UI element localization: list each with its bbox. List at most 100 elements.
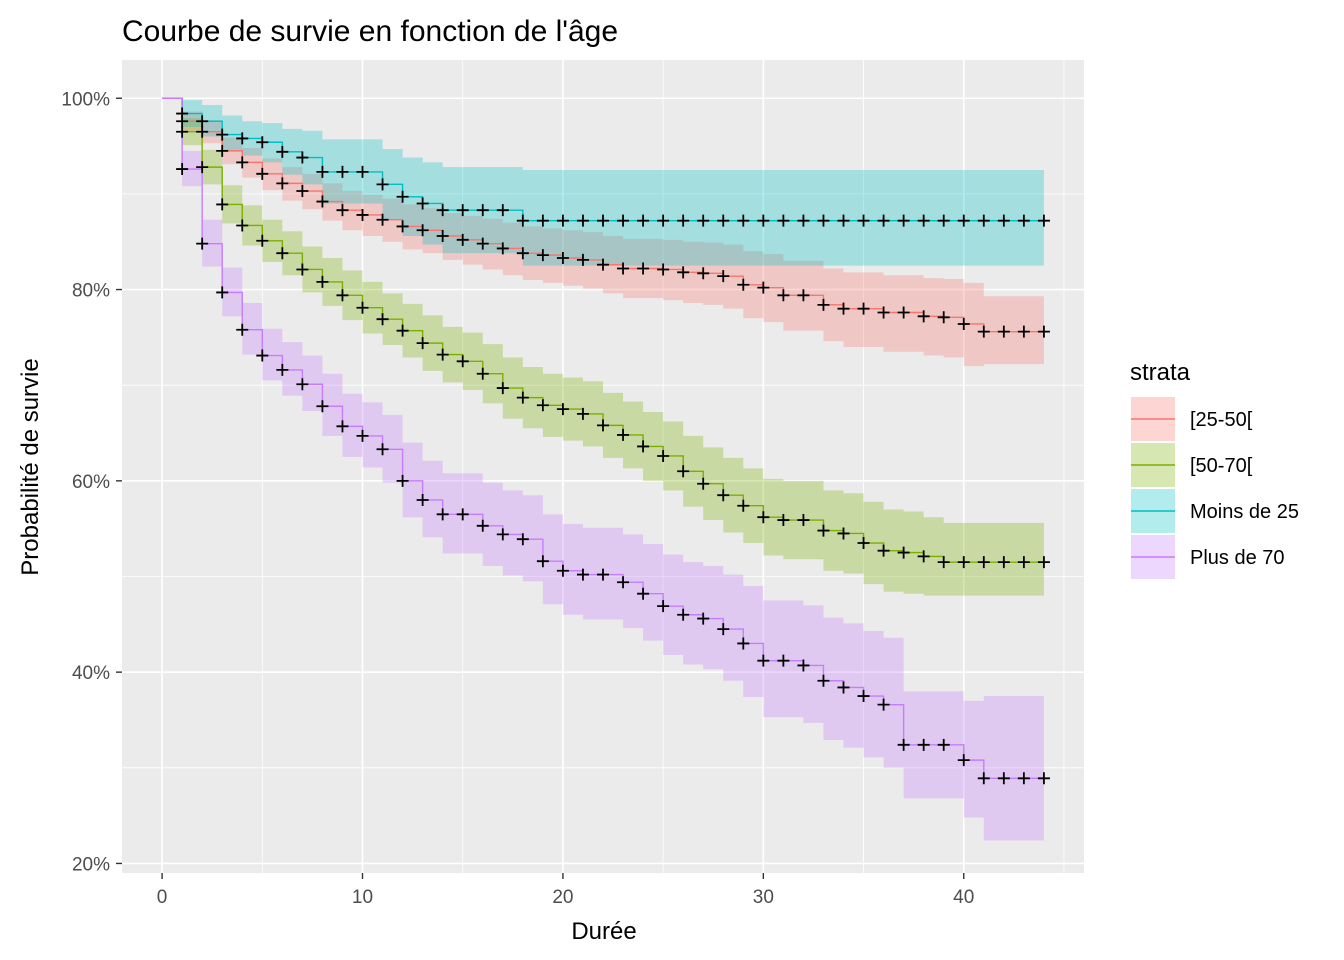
censor-mark-2 xyxy=(296,151,309,164)
censor-mark-0 xyxy=(476,237,489,250)
censor-mark-0 xyxy=(1017,325,1030,338)
legend-label-2: Moins de 25 xyxy=(1190,501,1299,523)
censor-mark-1 xyxy=(777,514,790,527)
y-axis-title: Probabilité de survie xyxy=(17,358,44,575)
censor-mark-2 xyxy=(857,214,870,227)
censor-mark-0 xyxy=(316,195,329,208)
censor-mark-0 xyxy=(276,177,289,190)
censor-mark-2 xyxy=(336,165,349,178)
censor-mark-1 xyxy=(877,544,890,557)
censor-mark-3 xyxy=(797,659,810,672)
plot-panel xyxy=(122,60,1084,873)
censor-mark-3 xyxy=(556,564,569,577)
censor-mark-1 xyxy=(176,125,189,138)
censor-mark-3 xyxy=(436,508,449,521)
censor-mark-0 xyxy=(717,270,730,283)
censor-mark-1 xyxy=(256,234,269,247)
censor-mark-0 xyxy=(336,204,349,217)
censor-mark-1 xyxy=(216,198,229,211)
censor-mark-3 xyxy=(737,637,750,650)
censor-mark-2 xyxy=(376,178,389,191)
censor-mark-3 xyxy=(1017,772,1030,785)
censor-mark-2 xyxy=(176,107,189,120)
legend-label-3: Plus de 70 xyxy=(1190,547,1285,569)
censor-mark-0 xyxy=(897,306,910,319)
censor-mark-1 xyxy=(837,527,850,540)
x-tick-label: 40 xyxy=(953,887,974,908)
censor-mark-3 xyxy=(837,681,850,694)
censor-mark-1 xyxy=(416,337,429,350)
censor-mark-1 xyxy=(456,355,469,368)
censor-mark-2 xyxy=(637,214,650,227)
censor-mark-3 xyxy=(416,493,429,506)
censor-mark-3 xyxy=(496,528,509,541)
censor-mark-0 xyxy=(416,224,429,237)
censor-mark-1 xyxy=(797,514,810,527)
censor-mark-0 xyxy=(997,325,1010,338)
censor-mark-1 xyxy=(897,546,910,559)
censor-mark-3 xyxy=(396,474,409,487)
censor-mark-0 xyxy=(376,213,389,226)
censor-mark-0 xyxy=(536,249,549,262)
censor-mark-1 xyxy=(276,247,289,260)
censor-mark-1 xyxy=(476,367,489,380)
censor-mark-1 xyxy=(496,382,509,395)
censor-mark-3 xyxy=(697,612,710,625)
censor-mark-0 xyxy=(296,185,309,198)
censor-mark-2 xyxy=(817,214,830,227)
censor-mark-1 xyxy=(697,477,710,490)
x-tick-label: 20 xyxy=(552,887,573,908)
censor-mark-2 xyxy=(717,214,730,227)
censor-mark-0 xyxy=(877,306,890,319)
censor-mark-0 xyxy=(697,267,710,280)
chart-title: Courbe de survie en fonction de l'âge xyxy=(122,15,618,48)
censor-mark-3 xyxy=(376,443,389,456)
censor-mark-2 xyxy=(316,165,329,178)
censor-mark-0 xyxy=(677,266,690,279)
censor-mark-1 xyxy=(436,348,449,361)
censor-mark-2 xyxy=(256,136,269,149)
censor-mark-3 xyxy=(817,674,830,687)
censor-mark-1 xyxy=(196,161,209,174)
censor-mark-2 xyxy=(496,204,509,217)
censor-mark-1 xyxy=(717,489,730,502)
censor-mark-2 xyxy=(917,214,930,227)
censor-mark-3 xyxy=(777,654,790,667)
legend: strata [25-50[[50-70[Moins de 25 Plus de … xyxy=(1130,359,1299,579)
censor-mark-0 xyxy=(516,247,529,260)
censor-mark-1 xyxy=(236,219,249,232)
censor-mark-3 xyxy=(877,698,890,711)
censor-mark-1 xyxy=(997,556,1010,569)
censor-mark-1 xyxy=(597,419,609,432)
censor-mark-2 xyxy=(556,214,569,227)
censor-mark-1 xyxy=(677,465,690,478)
censor-mark-0 xyxy=(937,311,950,324)
censor-mark-2 xyxy=(236,132,249,145)
censor-mark-0 xyxy=(777,289,790,302)
censor-mark-1 xyxy=(536,399,549,412)
censor-mark-1 xyxy=(576,407,589,420)
censor-mark-3 xyxy=(637,587,650,600)
censor-mark-2 xyxy=(997,214,1010,227)
censor-mark-0 xyxy=(396,220,409,233)
axes: 0 10 20 30 40 20% 40% 60% 80% 100% xyxy=(61,89,974,908)
censor-mark-1 xyxy=(937,556,950,569)
censor-mark-2 xyxy=(576,214,589,227)
censor-mark-1 xyxy=(1037,556,1050,569)
censor-mark-0 xyxy=(356,208,369,221)
censor-mark-2 xyxy=(777,214,790,227)
censor-mark-3 xyxy=(917,738,930,751)
censor-mark-3 xyxy=(336,420,349,433)
censor-mark-1 xyxy=(356,301,369,314)
censor-mark-0 xyxy=(216,144,229,157)
y-tick-label: 20% xyxy=(72,854,110,875)
censor-mark-3 xyxy=(597,568,609,581)
censor-mark-2 xyxy=(416,197,429,210)
censor-mark-1 xyxy=(657,449,670,462)
censor-mark-0 xyxy=(556,251,569,264)
confidence-band-1 xyxy=(162,98,1044,596)
censor-mark-2 xyxy=(737,214,750,227)
legend-label-0: [25-50[ xyxy=(1190,409,1253,431)
censor-mark-2 xyxy=(436,204,449,217)
censor-mark-3 xyxy=(997,772,1010,785)
